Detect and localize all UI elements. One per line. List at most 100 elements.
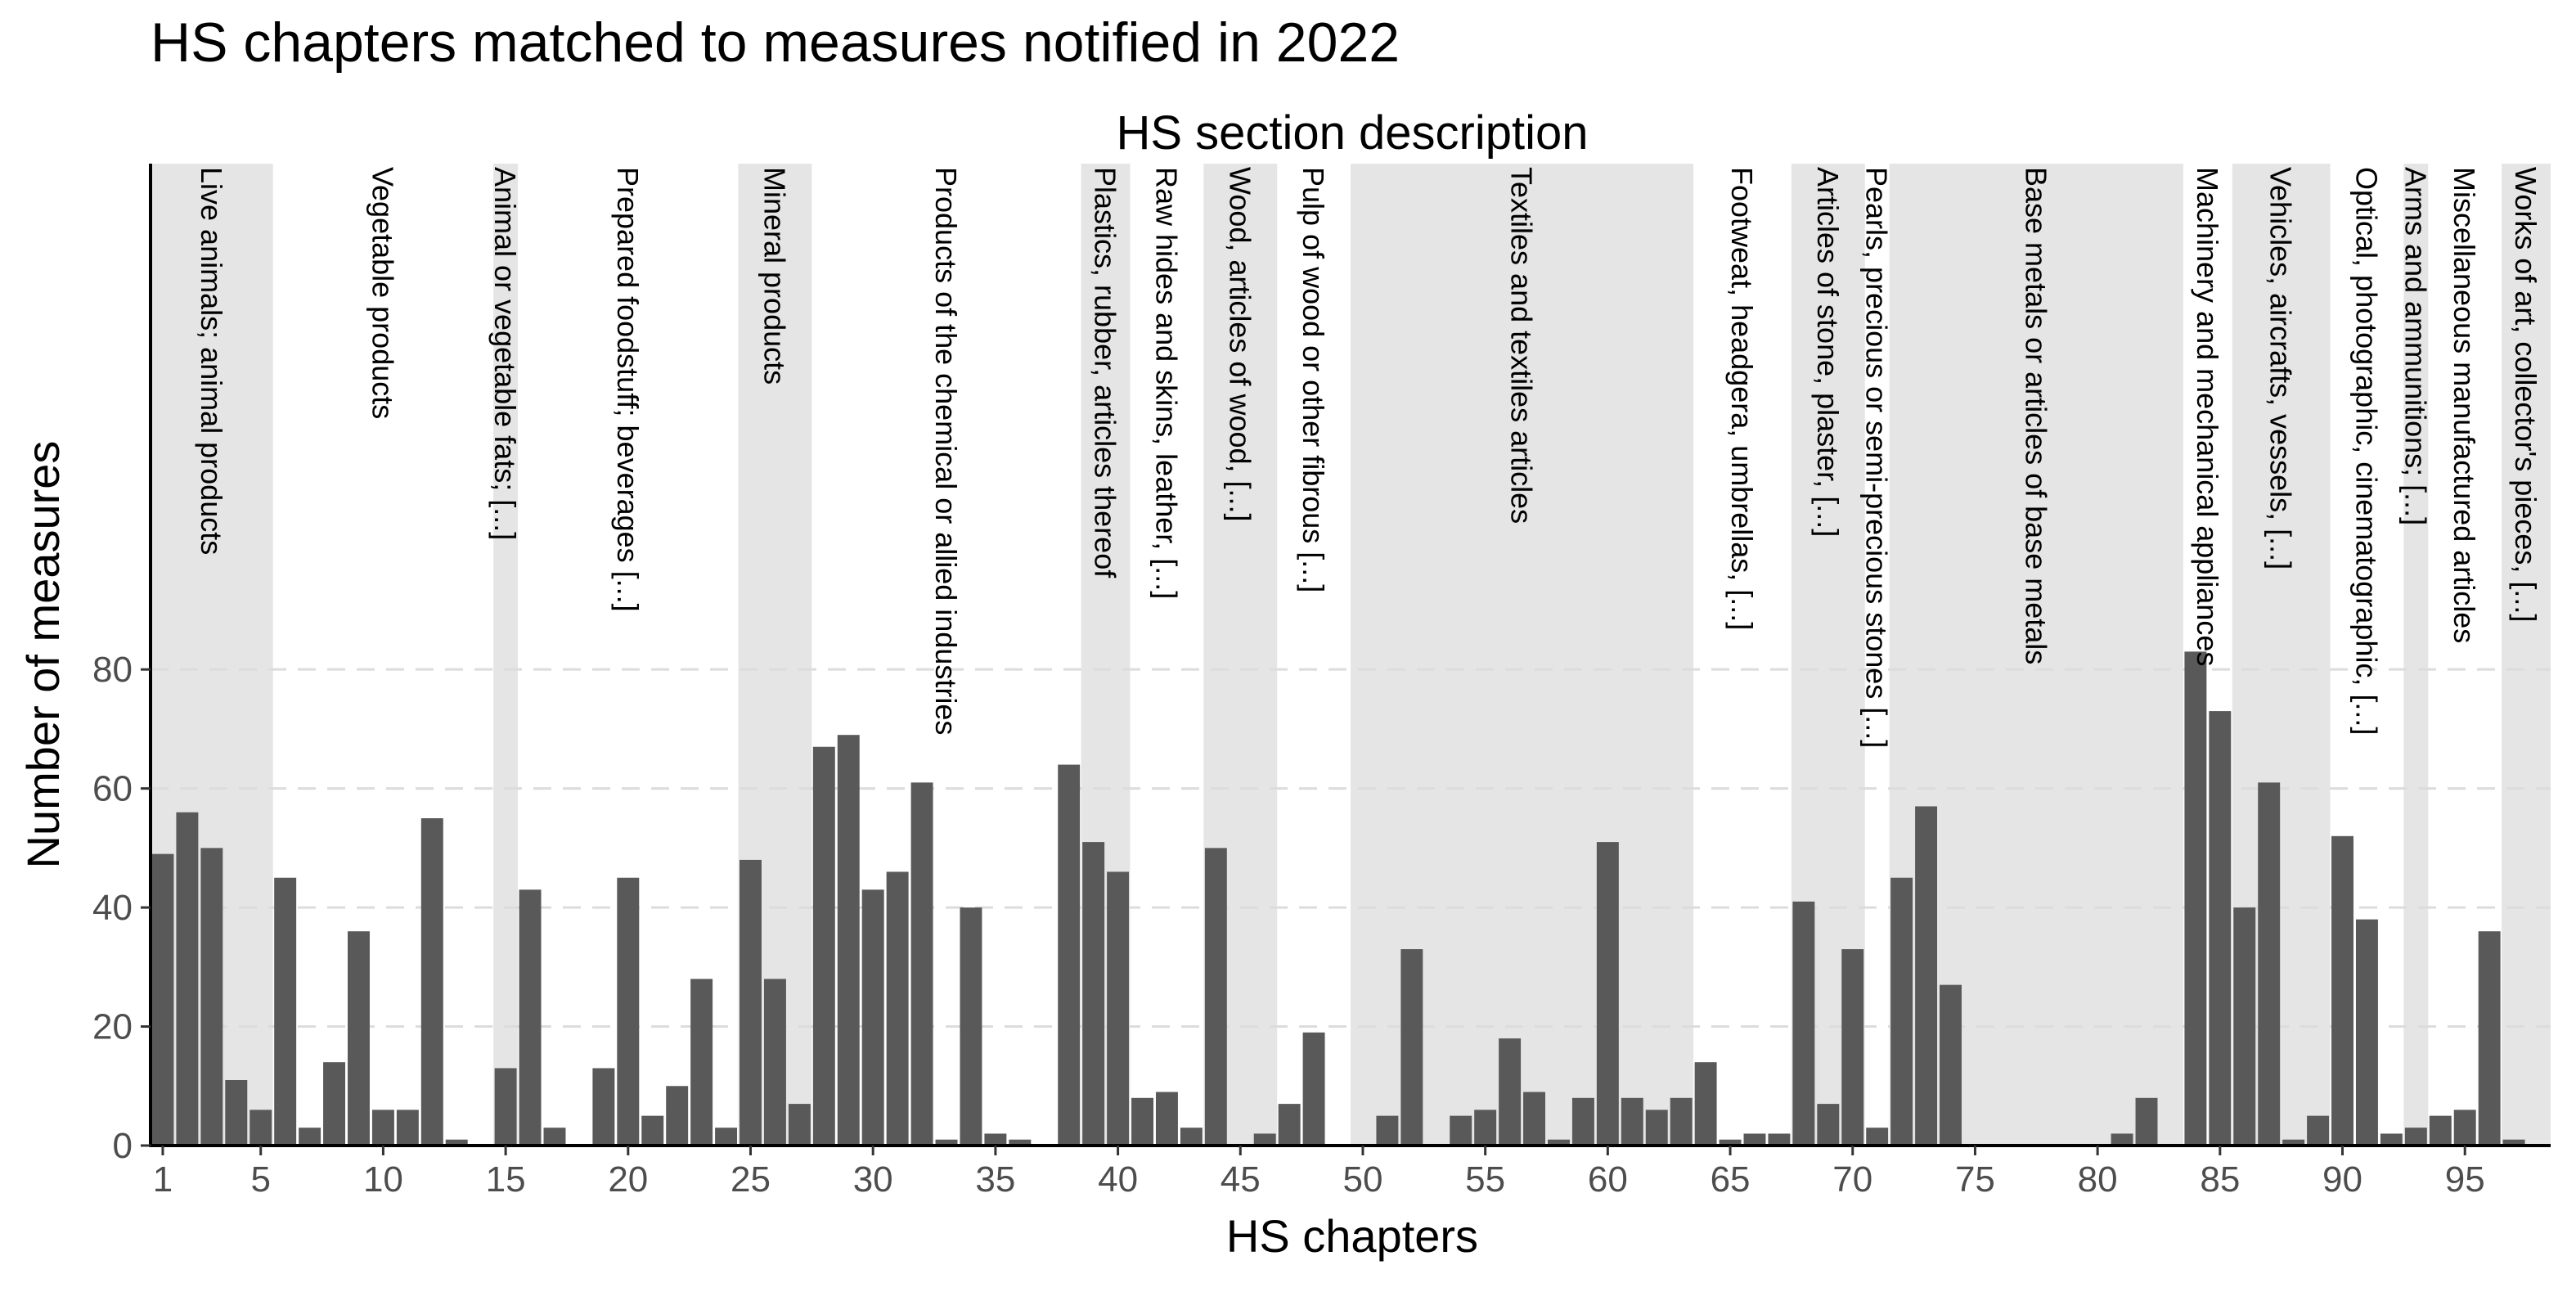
y-tick-labels: 0 20 40 60 80 <box>92 650 151 1166</box>
bar-chapter-2 <box>176 812 199 1146</box>
section-label-19: Arms and ammunitions; [...] <box>2398 167 2432 525</box>
section-label-18: Optical, photographic, cinematographic, … <box>2349 167 2383 735</box>
bar-chapter-73 <box>1915 806 1938 1146</box>
bar-chapter-92 <box>2380 1133 2403 1146</box>
x-tick-labels: 1 5 10 15 20 25 30 35 40 45 50 55 60 65 70 75 80 85 90 95 <box>153 1146 2485 1200</box>
section-label-2: Vegetable products <box>366 167 399 419</box>
bar-chapter-19 <box>592 1068 615 1146</box>
bar-chapter-7 <box>299 1128 321 1146</box>
bar-chapter-74 <box>1940 984 1962 1146</box>
x-tick-label-40: 40 <box>1098 1159 1138 1200</box>
axes <box>149 164 2551 1147</box>
bar-chapter-97 <box>2502 1139 2525 1146</box>
x-tick-label-60: 60 <box>1588 1159 1628 1200</box>
bar-chapter-9 <box>348 931 370 1146</box>
bar-chapter-6 <box>274 877 297 1146</box>
bar-chapter-23 <box>690 979 713 1146</box>
section-label-10: Pulp of wood or other fibrous [...] <box>1297 167 1330 592</box>
y-tick-label-80: 80 <box>92 650 133 690</box>
x-tick-label-45: 45 <box>1221 1159 1261 1200</box>
x-tick-label-30: 30 <box>853 1159 893 1200</box>
section-band-3 <box>493 164 519 1146</box>
bar-chapter-65 <box>1719 1139 1742 1146</box>
x-tick-label-50: 50 <box>1342 1159 1382 1200</box>
y-tick-label-20: 20 <box>92 1007 133 1047</box>
bar-chapter-55 <box>1474 1110 1497 1146</box>
section-label-8: Raw hides and skins, leather, [...] <box>1149 167 1183 599</box>
section-label-6: Products of the chemical or allied indus… <box>929 167 963 735</box>
section-label-15: Base metals or articles of base metals <box>2019 167 2052 664</box>
bar-chapter-10 <box>371 1110 394 1146</box>
bar-chapter-48 <box>1302 1032 1325 1146</box>
bar-chapter-27 <box>788 1104 811 1146</box>
bar-chapter-12 <box>420 818 443 1146</box>
bar-chapter-87 <box>2258 782 2281 1146</box>
section-label-20: Miscellaneous manufactured articles <box>2448 167 2481 643</box>
bar-chapter-38 <box>1058 764 1081 1146</box>
bar-chapter-63 <box>1670 1097 1693 1146</box>
bar-chapter-31 <box>886 871 909 1146</box>
y-tick-label-0: 0 <box>113 1126 133 1166</box>
bar-chapter-30 <box>861 889 884 1146</box>
x-tick-label-75: 75 <box>1955 1159 1995 1200</box>
bar-chapter-3 <box>200 848 223 1146</box>
x-tick-label-5: 5 <box>250 1159 270 1200</box>
bar-chapter-69 <box>1817 1104 1840 1146</box>
bar-chapter-32 <box>910 782 933 1146</box>
section-bands <box>151 164 2551 1146</box>
bar-chapter-36 <box>1009 1139 1032 1146</box>
x-tick-label-20: 20 <box>608 1159 648 1200</box>
bar-chapter-62 <box>1645 1110 1668 1146</box>
bar-chapter-17 <box>543 1128 566 1146</box>
bar-chapter-34 <box>960 907 982 1146</box>
section-label-12: Footweat, headgera, umbrellas, [...] <box>1725 167 1759 630</box>
section-label-17: Vehicles, aircrafts, vessels, [...] <box>2264 167 2298 569</box>
bar-chapter-13 <box>445 1139 468 1146</box>
section-label-13: Articles of stone, plaster, [...] <box>1811 167 1845 537</box>
x-tick-label-1: 1 <box>153 1159 173 1200</box>
section-label-21: Works of art, collector's pieces, [...] <box>2509 167 2542 622</box>
bar-chapter-96 <box>2478 931 2501 1146</box>
section-label-3: Animal or vegetable fats; [...] <box>488 167 522 540</box>
bar-chapter-64 <box>1694 1062 1717 1146</box>
bar-chapter-61 <box>1621 1097 1643 1146</box>
bar-chapter-59 <box>1571 1097 1594 1146</box>
bar-chapter-44 <box>1204 848 1227 1146</box>
bar-chapter-52 <box>1400 949 1423 1146</box>
bar-chapter-8 <box>323 1062 346 1146</box>
bar-chapter-94 <box>2429 1115 2452 1146</box>
bar-chapter-15 <box>494 1068 517 1146</box>
bar-chapter-51 <box>1376 1115 1399 1146</box>
bar-chapter-5 <box>250 1110 272 1146</box>
bar-chapter-93 <box>2404 1128 2427 1146</box>
x-tick-label-70: 70 <box>1832 1159 1872 1200</box>
x-tick-label-10: 10 <box>363 1159 403 1200</box>
x-tick-label-80: 80 <box>2078 1159 2118 1200</box>
bar-chapter-56 <box>1499 1038 1522 1146</box>
bar-chapter-85 <box>2209 711 2232 1146</box>
section-label-16: Machinery and mechanical appliances <box>2191 167 2224 666</box>
bar-chapter-35 <box>984 1133 1007 1146</box>
bar-chapter-81 <box>2111 1133 2133 1146</box>
bar-chapter-58 <box>1548 1139 1570 1146</box>
bar-chapter-67 <box>1768 1133 1791 1146</box>
bar-chapter-16 <box>519 889 542 1146</box>
bar-chapter-60 <box>1596 842 1619 1146</box>
bar-chapter-68 <box>1792 901 1815 1146</box>
section-label-1: Live animals; animal products <box>195 167 228 555</box>
bar-chapter-70 <box>1841 949 1864 1146</box>
section-axis-title: HS section description <box>1116 106 1588 160</box>
bar-chapter-4 <box>225 1080 248 1146</box>
x-axis-label: HS chapters <box>1226 1210 1478 1262</box>
section-band-15 <box>1889 164 2183 1146</box>
bar-chapter-22 <box>666 1086 689 1146</box>
section-label-4: Prepared foodstuff; beverages [...] <box>611 167 645 612</box>
bar-chapter-57 <box>1523 1092 1546 1146</box>
bar-chapter-91 <box>2355 919 2378 1146</box>
x-tick-label-90: 90 <box>2322 1159 2362 1200</box>
section-label-11: Textiles and textiles articles <box>1505 167 1539 524</box>
section-band-19 <box>2403 164 2429 1146</box>
bar-chapter-43 <box>1180 1128 1203 1146</box>
